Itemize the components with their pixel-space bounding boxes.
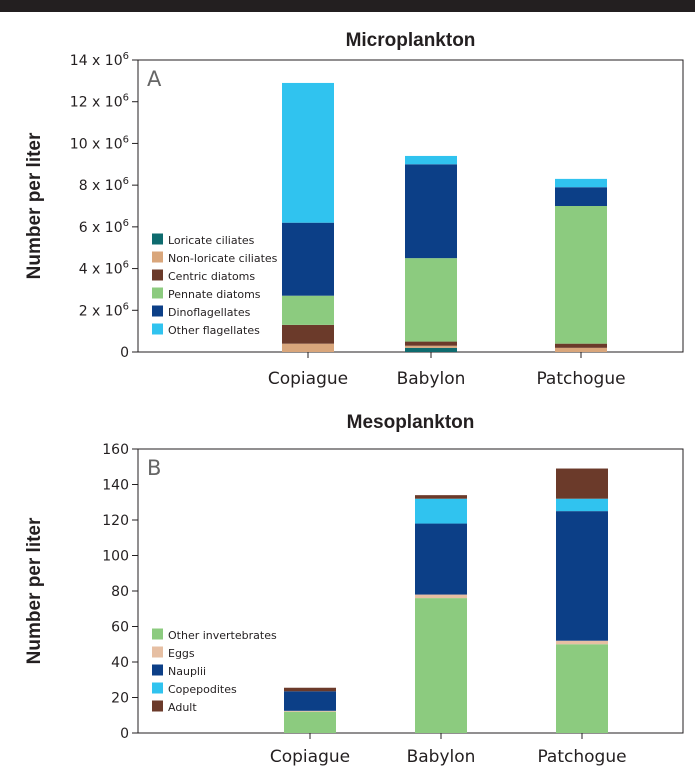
chart-2-legend-swatch <box>152 646 163 658</box>
chart-2-y-tick-label: 0 <box>120 726 129 742</box>
chart-2-legend-swatch <box>152 682 163 694</box>
chart-2-bar-copiague-adult <box>284 687 336 692</box>
chart-1-y-tick-label: 4 x 106 <box>79 260 129 278</box>
chart-1-x-tick-label-babylon: Babylon <box>397 369 466 389</box>
chart-1-bar-babylon-non-loricate-ciliates <box>405 345 457 348</box>
chart-2-bar-patchogue-adult <box>556 468 608 499</box>
chart-2-y-tick-label: 160 <box>102 442 129 458</box>
chart-1-bar-copiague-pennate-diatoms <box>282 295 334 325</box>
chart-1-y-tick-label: 0 <box>120 345 129 361</box>
chart-1-legend-label: Loricate ciliates <box>168 234 255 247</box>
chart-1-panel-label: A <box>147 67 162 91</box>
chart-1-bar-copiague-non-loricate-ciliates <box>282 343 334 352</box>
chart-2-bar-babylon-other-invertebrates <box>415 598 467 733</box>
chart-2-title: Mesoplankton <box>347 412 475 433</box>
chart-1-bar-babylon-dinoflagellates <box>405 164 457 259</box>
chart-1-bar-babylon-other-flagellates <box>405 155 457 165</box>
chart-1-bar-babylon-centric-diatoms <box>405 341 457 346</box>
chart-1-bar-patchogue-pennate-diatoms <box>555 206 607 344</box>
chart-1-legend-label: Centric diatoms <box>168 270 255 283</box>
chart-2-bar-patchogue-nauplii <box>556 511 608 641</box>
chart-1-y-tick-label: 12 x 106 <box>70 93 129 111</box>
chart-2-bar-copiague-other-invertebrates <box>284 711 336 733</box>
chart-2-y-axis-label: Number per liter <box>24 517 45 664</box>
chart-1-title: Microplankton <box>346 30 476 51</box>
chart-2-bar-copiague-nauplii <box>284 691 336 711</box>
chart-1-legend-label: Non-loricate ciliates <box>168 252 278 265</box>
chart-2-legend-swatch <box>152 700 163 712</box>
chart-2-x-tick-label-patchogue: Patchogue <box>537 747 626 767</box>
chart-1-y-tick-label: 8 x 106 <box>79 176 129 194</box>
chart-2-bar-babylon-eggs <box>415 594 467 599</box>
chart-1-y-tick-label: 2 x 106 <box>79 301 129 319</box>
chart-1-x-tick-label-patchogue: Patchogue <box>536 369 625 389</box>
top-bar <box>0 0 695 12</box>
chart-2-bar-patchogue-other-invertebrates <box>556 644 608 733</box>
chart-1-bar-patchogue-other-flagellates <box>555 178 607 188</box>
chart-1-y-axis-label: Number per liter <box>24 132 45 279</box>
chart-1-legend-label: Other flagellates <box>168 324 260 337</box>
chart-2-bar-babylon-nauplii <box>415 523 467 595</box>
chart-2-y-tick-label: 140 <box>102 478 129 494</box>
chart-2-x-tick-label-babylon: Babylon <box>407 747 476 767</box>
chart-1-bar-babylon-loricate-ciliates <box>405 347 457 352</box>
chart-2-bar-copiague-eggs <box>284 710 336 712</box>
chart-1-bar-copiague-centric-diatoms <box>282 324 334 344</box>
chart-1-legend-label: Dinoflagellates <box>168 306 251 319</box>
chart-2-legend-swatch <box>152 628 163 640</box>
chart-1-legend-swatch <box>152 251 163 263</box>
chart-2-y-tick-label: 60 <box>111 620 129 636</box>
chart-2-bar-patchogue-eggs <box>556 640 608 645</box>
chart-2-group: Mesoplankton B Number per liter 0 20 40 60 80 10… <box>24 412 684 767</box>
chart-2-legend-label: Nauplii <box>168 665 206 678</box>
chart-2-bar-babylon-copepodites <box>415 498 467 524</box>
chart-1-legend-swatch <box>152 305 163 317</box>
chart-2-y-tick-label: 120 <box>102 513 129 529</box>
chart-2-y-tick-label: 100 <box>102 549 129 565</box>
chart-1-bar-patchogue-centric-diatoms <box>555 343 607 348</box>
chart-2-legend-swatch <box>152 664 163 676</box>
chart-1-y-tick-label: 14 x 106 <box>70 51 129 69</box>
chart-1-y-tick-label: 10 x 106 <box>70 134 129 152</box>
chart-2-panel-label: B <box>147 456 161 480</box>
chart-1-y-tick-label: 6 x 106 <box>79 218 129 236</box>
chart-2-y-tick-label: 20 <box>111 691 129 707</box>
chart-2-x-tick-label-copiague: Copiague <box>270 747 350 767</box>
chart-1-legend-swatch <box>152 287 163 299</box>
chart-2-legend-label: Other invertebrates <box>168 629 277 642</box>
chart-2-legend-label: Adult <box>168 701 197 714</box>
chart-2-y-tick-label: 80 <box>111 584 129 600</box>
chart-1-bar-copiague-dinoflagellates <box>282 222 334 296</box>
chart-2-y-tick-label: 40 <box>111 655 129 671</box>
chart-1-group: Microplankton A Number per liter 0 2 x 106 4 … <box>24 30 684 389</box>
chart-1-bar-copiague-other-flagellates <box>282 82 334 223</box>
chart-1-legend-swatch <box>152 323 163 335</box>
chart-1-bar-patchogue-non-loricate-ciliates <box>555 347 607 352</box>
chart-1-bar-patchogue-dinoflagellates <box>555 187 607 206</box>
chart-1-legend-label: Pennate diatoms <box>168 288 261 301</box>
chart-2-bar-patchogue-copepodites <box>556 498 608 512</box>
chart-1-legend-swatch <box>152 269 163 281</box>
chart-2-bar-babylon-adult <box>415 495 467 499</box>
chart-1-x-tick-label-copiague: Copiague <box>268 369 348 389</box>
chart-1-legend-swatch <box>152 233 163 245</box>
chart-2-legend-label: Eggs <box>168 647 195 660</box>
chart-1-bar-babylon-pennate-diatoms <box>405 258 457 342</box>
chart-2-legend-label: Copepodites <box>168 683 237 696</box>
